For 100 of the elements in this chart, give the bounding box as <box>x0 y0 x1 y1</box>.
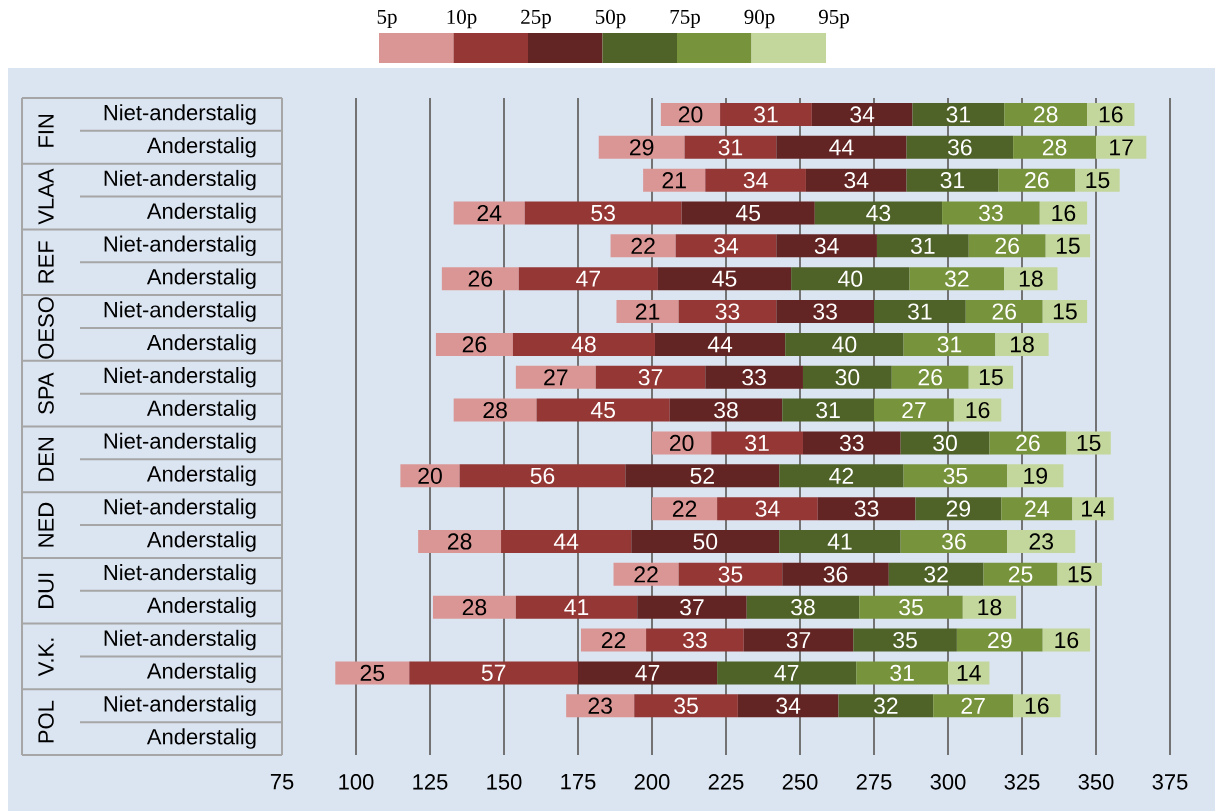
bar <box>580 628 647 652</box>
bar <box>566 694 635 718</box>
bar <box>805 168 907 192</box>
data-label: 21 <box>662 172 686 189</box>
x-tick-label: 100 <box>339 774 374 790</box>
bar <box>853 628 957 652</box>
data-label: 31 <box>890 664 914 682</box>
bar <box>613 562 679 586</box>
bar <box>720 102 812 126</box>
y-tick-label: Niet-anderstalig <box>104 235 256 257</box>
data-label: 34 <box>776 697 801 714</box>
data-label: 47 <box>635 664 660 681</box>
text: NED <box>38 502 54 547</box>
bar <box>1004 267 1058 291</box>
data-label: 18 <box>978 599 1002 616</box>
data-label: 36 <box>823 566 848 583</box>
y-tick-label: Anderstalig <box>146 465 256 487</box>
text: 75p <box>670 9 700 29</box>
data-label: 44 <box>829 139 854 156</box>
bar <box>524 201 682 225</box>
data-label: 38 <box>714 401 738 419</box>
data-label: 41 <box>827 533 852 550</box>
text: 5p <box>377 9 397 29</box>
bar <box>942 201 1040 225</box>
data-label: 31 <box>745 434 769 452</box>
data-label: 33 <box>854 500 879 517</box>
bar <box>501 529 632 553</box>
x-tick-label: 250 <box>782 774 818 790</box>
data-label: 24 <box>477 204 502 222</box>
bar <box>802 365 892 389</box>
bar <box>616 300 679 324</box>
y-tick-label: Anderstalig <box>146 596 256 618</box>
bar <box>776 300 874 324</box>
data-label: 38 <box>791 599 815 616</box>
data-label: 31 <box>937 336 962 353</box>
bar <box>1007 464 1064 488</box>
bar <box>874 300 966 324</box>
data-label: 15 <box>1086 172 1110 189</box>
data-label: 26 <box>1016 434 1040 452</box>
data-label: 34 <box>814 237 839 254</box>
bar <box>518 267 658 291</box>
y-tick-label: Niet-anderstalig <box>104 432 256 454</box>
data-label: 27 <box>961 697 985 714</box>
data-label: 16 <box>1052 204 1076 222</box>
data-label: 48 <box>571 336 596 353</box>
bar <box>1096 135 1147 159</box>
data-label: 26 <box>992 303 1016 320</box>
bar <box>900 431 990 455</box>
data-label: 30 <box>933 434 957 452</box>
bar <box>515 595 638 619</box>
data-label: 35 <box>893 631 917 649</box>
data-label: 22 <box>601 632 626 649</box>
data-label: 31 <box>910 237 935 254</box>
data-label: 17 <box>1110 139 1133 156</box>
data-label: 16 <box>1099 106 1123 123</box>
bar <box>776 135 907 159</box>
bar <box>675 234 777 258</box>
data-label: 34 <box>755 500 780 517</box>
bar <box>876 234 969 258</box>
data-label: 35 <box>899 599 923 616</box>
data-label: 34 <box>714 237 739 254</box>
y-tick-label: Niet-anderstalig <box>104 104 256 125</box>
y-tick-label: Niet-anderstalig <box>104 498 256 519</box>
data-label: 28 <box>1042 139 1067 156</box>
data-label: 18 <box>1019 270 1043 287</box>
data-label: 56 <box>530 467 555 484</box>
bar <box>684 135 777 159</box>
x-tick-label: 225 <box>708 774 744 790</box>
data-label: 31 <box>816 401 840 419</box>
bar <box>654 332 786 356</box>
text: POL <box>38 700 54 743</box>
data-label: 33 <box>813 303 837 320</box>
data-label: 32 <box>873 697 898 714</box>
data-label: 15 <box>1068 566 1092 583</box>
bar <box>903 332 996 356</box>
bar <box>779 464 904 488</box>
bar <box>660 102 721 126</box>
x-tick-label: 150 <box>487 774 522 790</box>
data-label: 36 <box>942 533 966 550</box>
y-tick-label: Anderstalig <box>146 137 256 158</box>
bar <box>814 201 943 225</box>
data-label: 42 <box>829 467 854 484</box>
x-tick-label: 350 <box>1078 774 1114 790</box>
data-label: 43 <box>866 204 891 222</box>
data-label: 25 <box>360 664 385 682</box>
data-label: 34 <box>850 106 875 123</box>
bar <box>1004 102 1088 126</box>
bar <box>782 398 874 422</box>
data-label: 52 <box>690 467 714 484</box>
text: DUI <box>38 573 54 608</box>
text: REF <box>38 241 54 283</box>
y-tick-label: Niet-anderstalig <box>104 366 256 388</box>
data-label: 20 <box>678 106 703 123</box>
data-label: 21 <box>635 303 660 320</box>
bar <box>782 562 889 586</box>
data-label: 32 <box>944 270 969 287</box>
text: SPA <box>38 372 54 414</box>
bar <box>453 201 525 225</box>
bar <box>965 300 1043 324</box>
data-label: 32 <box>924 566 948 583</box>
